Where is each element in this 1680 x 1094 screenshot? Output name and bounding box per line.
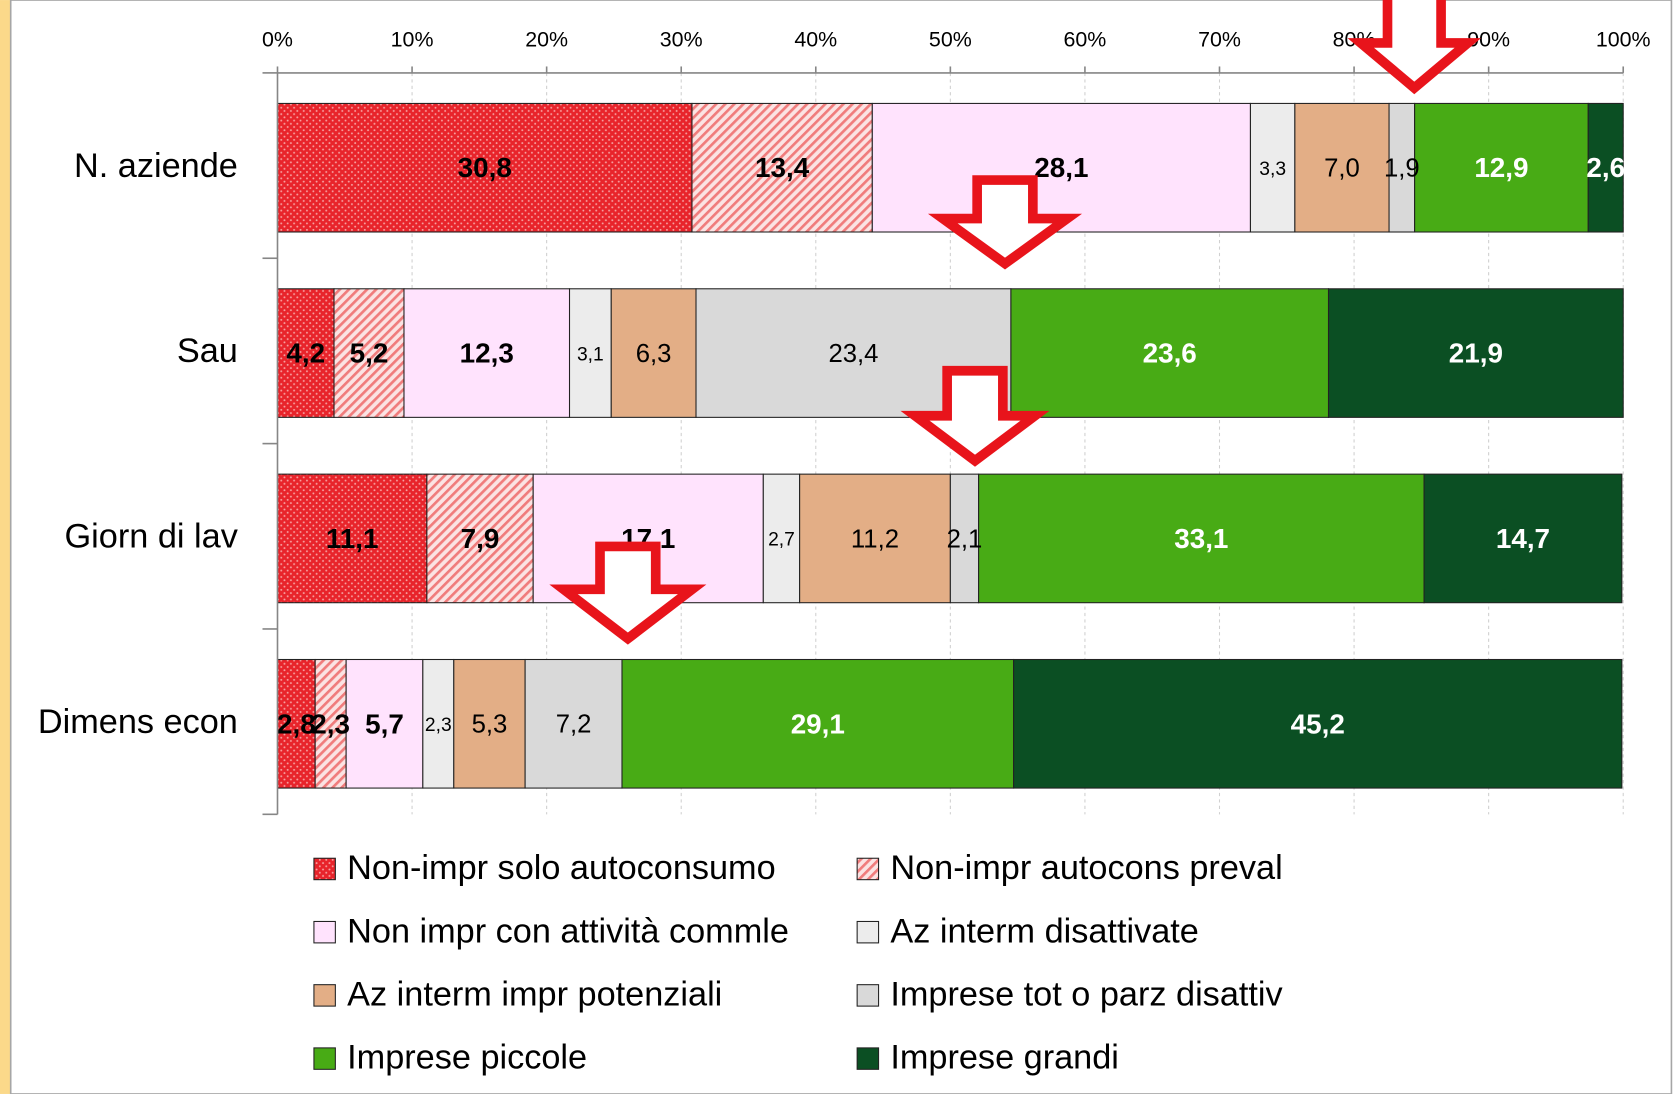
value-label: 11,2: [851, 525, 899, 553]
y-tick-label: Giorn di lav: [65, 517, 239, 555]
bar-segment: [345, 658, 424, 789]
value-label: 21,9: [1449, 338, 1503, 369]
bar-segment: [276, 288, 335, 418]
value-label: 14,7: [1496, 523, 1550, 554]
value-label: 12,9: [1474, 152, 1528, 183]
arrows: [549, 0, 1482, 645]
bar-segment: [333, 288, 405, 418]
value-label: 4,2: [286, 338, 325, 369]
value-label: 5,7: [365, 708, 404, 739]
bar-segment: [1294, 102, 1390, 233]
bar-segment: [422, 658, 455, 789]
legend-label: Non impr con attività commle: [347, 912, 789, 950]
legend-swatch: [313, 920, 336, 944]
value-label: 7,2: [556, 711, 592, 739]
legend-swatch: [856, 857, 880, 881]
value-label: 30,8: [458, 152, 512, 183]
value-label: 5,3: [472, 711, 508, 739]
x-tick-label: 50%: [929, 27, 972, 51]
value-label: 2,1: [947, 525, 983, 553]
value-label: 2,3: [425, 715, 452, 736]
value-label: 3,1: [577, 344, 604, 365]
value-label: 6,3: [636, 340, 672, 368]
bar-segment: [276, 102, 693, 233]
bar-segment: [621, 658, 1015, 789]
bar-segment: [1249, 102, 1296, 233]
value-label: 28,1: [1034, 152, 1088, 183]
x-tick-label: 30%: [660, 27, 703, 51]
value-label: 2,8: [277, 708, 316, 739]
bar-segment: [1388, 102, 1416, 233]
value-label: 7,9: [461, 523, 500, 554]
bar-segment: [1010, 288, 1330, 418]
legend-label: Non-impr solo autoconsumo: [347, 849, 776, 887]
bar-segment: [949, 473, 980, 604]
bar-segment: [1327, 288, 1624, 418]
value-label: 12,3: [460, 338, 514, 369]
arrow: [927, 175, 1083, 270]
legend-swatch: [856, 984, 880, 1007]
x-tick-label: 90%: [1467, 27, 1510, 51]
bar-segment: [871, 102, 1251, 233]
legend-label: Az interm impr potenziali: [347, 976, 722, 1014]
arrow: [900, 365, 1050, 467]
side-strip: [0, 0, 11, 1094]
bar-segment: [1013, 658, 1623, 789]
legend-label: Imprese grandi: [890, 1039, 1119, 1077]
bar-segment: [276, 473, 428, 604]
bar-segment: [403, 288, 571, 418]
x-tick-label: 0%: [262, 27, 293, 51]
legend: Non-impr solo autoconsumo Non-impr autoco…: [313, 849, 1284, 1077]
bar-segment: [426, 473, 534, 604]
value-label: 23,6: [1143, 338, 1197, 369]
legend-swatch: [856, 920, 880, 944]
value-label: 3,3: [1259, 159, 1286, 180]
y-tick-label: Sau: [177, 332, 238, 370]
value-labels: 30,8 13,4 28,1 3,3 7,0 1,9 12,9 2,6 4,2 5,2 12,3 3,…: [277, 152, 1625, 739]
value-label: 45,2: [1291, 708, 1345, 739]
arrow: [549, 541, 707, 645]
value-label: 2,3: [311, 708, 350, 739]
bar-segment: [762, 473, 801, 604]
bar-segment: [453, 658, 526, 789]
legend-label: Imprese tot o parz disattiv: [890, 976, 1283, 1014]
value-label: 5,2: [350, 338, 389, 369]
value-label: 2,7: [768, 530, 795, 551]
x-tick-label: 100%: [1596, 27, 1651, 51]
x-tick-label: 20%: [525, 27, 568, 51]
legend-swatch: [313, 857, 336, 881]
x-tick-label: 40%: [794, 27, 837, 51]
bars: [276, 102, 1624, 789]
value-label: 1,9: [1384, 155, 1420, 183]
value-label: 29,1: [791, 708, 845, 739]
bar-segment: [610, 288, 697, 418]
legend-label: Imprese piccole: [347, 1039, 587, 1077]
bar-segment: [691, 102, 873, 233]
value-label: 7,0: [1324, 155, 1360, 183]
value-label: 13,4: [755, 152, 810, 183]
bar-segment: [978, 473, 1425, 604]
bar-segment: [568, 288, 612, 418]
bar-segment: [1587, 102, 1624, 233]
legend-swatch: [313, 1047, 336, 1070]
y-tick-label: Dimens econ: [38, 703, 238, 741]
legend-label: Az interm disattivate: [890, 912, 1199, 950]
x-tick-label: 70%: [1198, 27, 1241, 51]
axes: 0%10%20%30%40%50%60%70%80%90%100%N. azie…: [38, 27, 1651, 816]
legend-label: Non-impr autocons preval: [890, 849, 1282, 887]
bar-segment: [1423, 473, 1623, 604]
x-tick-label: 60%: [1063, 27, 1106, 51]
arrow: [1347, 0, 1482, 95]
value-label: 2,6: [1586, 152, 1625, 183]
bar-segment: [799, 473, 951, 604]
y-tick-label: N. aziende: [74, 147, 238, 185]
legend-swatch: [856, 1047, 880, 1070]
value-label: 11,1: [326, 523, 379, 554]
bar-segment: [1414, 102, 1589, 233]
x-tick-label: 10%: [391, 27, 434, 51]
legend-swatch: [313, 984, 336, 1007]
value-label: 23,4: [828, 340, 878, 368]
value-label: 33,1: [1174, 523, 1228, 554]
